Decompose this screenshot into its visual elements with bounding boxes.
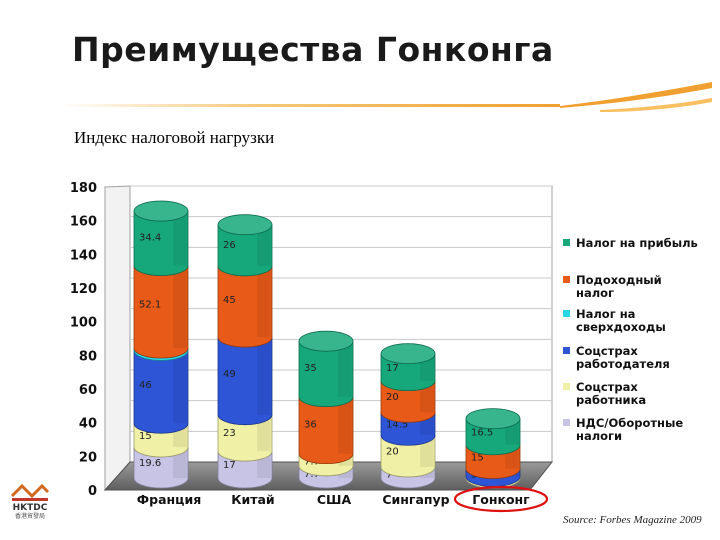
legend-swatch (563, 310, 570, 317)
data-label: 17 (223, 460, 236, 471)
chart-subtitle: Индекс налоговой нагрузки (74, 128, 275, 147)
source-note: Source: Forbes Magazine 2009 (563, 514, 702, 526)
logo-text: HKTDC (13, 503, 48, 513)
data-label: 49 (223, 369, 236, 380)
legend-label: Соцстрах работника (576, 380, 646, 407)
bar-top-cap (133, 200, 189, 222)
y-tick-label: 80 (79, 349, 97, 364)
legend-label: Соцстрах работодателя (576, 344, 670, 371)
legend-item: Соцстрах работодателя (563, 344, 670, 371)
title-rule-swoosh-2 (600, 98, 712, 112)
y-tick-label: 180 (70, 181, 97, 196)
x-category-label: Китай (231, 492, 274, 507)
x-category-label: Гонконг (472, 492, 530, 507)
bar-stack-2: 7.77.73635 (298, 330, 354, 489)
highlight-ring (453, 485, 549, 513)
data-label: 45 (223, 295, 236, 306)
x-axis: Франция Китай США Сингапур Гонконг (137, 492, 530, 507)
legend-item: Подоходный налог (563, 273, 662, 300)
legend-swatch (563, 383, 570, 390)
bar-stack-3: 7 20 14.5 20 17 (380, 343, 436, 489)
title-rule-line (60, 104, 560, 107)
y-tick-label: 60 (79, 383, 97, 398)
data-label: 35 (304, 363, 317, 374)
data-label: 23 (223, 428, 236, 439)
chart-bars: 19.615461.552.134.417234945267.77.736357… (133, 200, 521, 489)
x-category-label: Франция (137, 492, 201, 507)
legend-label: Налог на прибыль (576, 236, 698, 250)
data-label: 52.1 (139, 300, 161, 311)
data-label: 26 (223, 240, 236, 251)
title-underline-swoosh (60, 82, 712, 112)
data-label: 15 (139, 431, 152, 442)
legend-label: Налог на сверхдоходы (576, 307, 666, 334)
y-tick-label: 0 (88, 484, 97, 499)
legend-item: НДС/Оборотные налоги (563, 416, 683, 443)
bar-segment-shade (257, 337, 271, 415)
y-tick-label: 40 (79, 417, 97, 432)
y-tick-label: 160 (70, 215, 97, 230)
bar-stack-4: 51516.5 (465, 408, 521, 489)
hktdc-logo: HKTDC 香港貿發局 (8, 482, 52, 520)
legend-item: Налог на сверхдоходы (563, 307, 666, 334)
y-tick-label: 100 (70, 316, 97, 331)
x-category-label: США (317, 492, 352, 507)
logo-subtext: 香港貿發局 (15, 512, 45, 520)
legend-swatch (563, 276, 570, 283)
data-label: 46 (139, 380, 152, 391)
bar-top-cap (380, 343, 436, 365)
y-tick-label: 120 (70, 282, 97, 297)
data-label: 15 (471, 452, 484, 463)
bar-top-cap (465, 408, 521, 430)
chart-side-wall (104, 185, 131, 492)
x-category-label: Сингапур (382, 492, 449, 507)
legend-swatch (563, 419, 570, 426)
y-tick-label: 20 (79, 450, 97, 465)
bar-stack-0: 19.615461.552.134.4 (133, 200, 189, 489)
data-label: 36 (304, 419, 317, 430)
data-label: 14.5 (386, 420, 408, 431)
data-label: 16.5 (471, 427, 493, 438)
bar-segment-shade (257, 414, 271, 452)
data-label: 20 (386, 392, 399, 403)
bar-top-cap (217, 214, 273, 236)
legend-item: Соцстрах работника (563, 380, 646, 407)
data-label: 7 (386, 469, 392, 480)
data-label: 19.6 (139, 458, 161, 469)
y-tick-label: 140 (70, 248, 97, 263)
legend-item: Налог на прибыль (563, 236, 698, 250)
bar-segment-shade (257, 224, 271, 266)
data-label: 34.4 (139, 233, 161, 244)
title-rule-swoosh (560, 82, 712, 108)
data-label: 20 (386, 447, 399, 458)
data-label: 17 (386, 363, 399, 374)
bar-top-cap (298, 330, 354, 352)
bar-segment-shade (173, 265, 187, 349)
chart-legend: Налог на прибыль Подоходный налог Налог на с… (563, 236, 698, 443)
legend-swatch (563, 239, 570, 246)
bar-segment-shade (257, 265, 271, 338)
legend-label: НДС/Оборотные налоги (576, 416, 683, 443)
highlight-ellipse (453, 485, 549, 513)
bar-segment-shade (338, 396, 352, 454)
legend-label: Подоходный налог (576, 273, 662, 300)
bar-segment-shade (173, 211, 187, 266)
slide-title: Преимущества Гонконга (72, 30, 554, 69)
bar-segment-shade (173, 350, 187, 424)
legend-swatch (563, 347, 570, 354)
bar-segment-shade (338, 341, 352, 397)
y-axis: 0 20 40 60 80 100 120 140 160 180 (70, 181, 97, 499)
bar-stack-1: 17 23 49 45 26 (217, 214, 273, 489)
